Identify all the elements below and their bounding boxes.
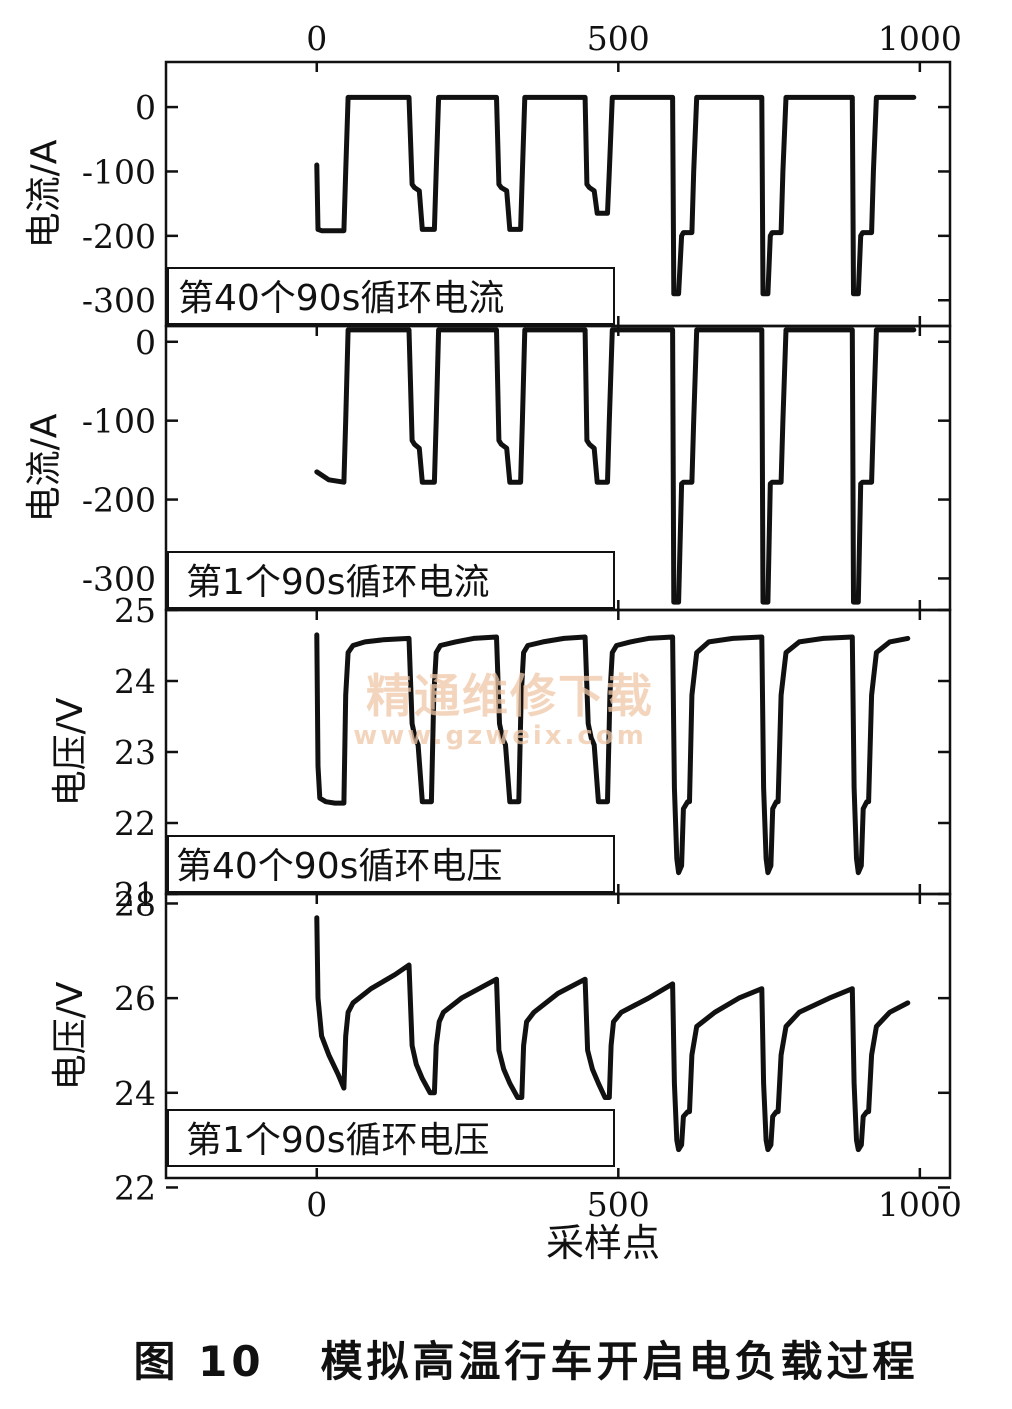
figure-caption: 图 10 模拟高温行车开启电负载过程: [134, 1337, 919, 1386]
panel-4-frame: [164, 892, 952, 1180]
panel-2-ytick-label--300: -300: [82, 559, 156, 598]
panel-1-annotation: 第40个90s循环电流: [178, 278, 504, 319]
panel-4: 28 26 24 22 0 500 1000 第1个90s循环电压 电压/V: [50, 884, 962, 1224]
panel-2-ylabel: 电流/A: [24, 413, 65, 522]
panel-4-xtick-label-0: 0: [306, 1185, 327, 1224]
panel-3-ytick-label-22: 22: [114, 804, 156, 843]
panel-1-series-line-0: [314, 94, 917, 297]
panel-4-xtick-label-1000: 1000: [878, 1185, 962, 1224]
panel-1-xtick-label-500: 500: [587, 19, 650, 58]
panel-2-annotation: 第1个90s循环电流: [186, 562, 489, 603]
panel-3: 25 24 23 22 21 第40个90s循环电压 电压/V: [50, 591, 952, 914]
panel-3-annotation: 第40个90s循环电压: [176, 846, 502, 887]
panel-4-ylabel: 电压/V: [50, 981, 91, 1090]
panel-2-ytick-label--200: -200: [82, 481, 156, 520]
panel-2-annotation-box: [167, 551, 615, 609]
panel-1-xtick-label-0: 0: [306, 19, 327, 58]
panel-4-ytick-label-24: 24: [114, 1074, 156, 1113]
panel-4-series-line-0: [314, 915, 911, 1153]
panel-3-ytick-label-23: 23: [114, 733, 156, 772]
panel-1-ytick-label-0: 0: [135, 88, 156, 127]
panel-1-ytick-label--100: -100: [82, 152, 156, 191]
panel-2-ytick-label--100: -100: [82, 402, 156, 441]
panel-3-series-line-0: [314, 632, 911, 876]
x-axis-label: 采样点: [546, 1221, 660, 1265]
panel-2-series-line-0: [314, 327, 917, 605]
panel-2: 0 -100 -200 -300 第1个90s循环电流 电流/A: [24, 323, 952, 612]
panel-1-ytick-label--300: -300: [82, 281, 156, 320]
panel-3-annotation-box: [167, 835, 615, 893]
panel-1-ytick-label--200: -200: [82, 217, 156, 256]
panel-4-ytick-label-28: 28: [114, 884, 156, 923]
panel-4-xtick-label-500: 500: [587, 1185, 650, 1224]
panel-3-ylabel: 电压/V: [50, 697, 91, 806]
panel-2-ytick-label-0: 0: [135, 323, 156, 362]
panel-1: 0 -100 -200 -300 0 500 1000 第40个90s循环电流 电流/A: [24, 19, 962, 328]
panel-1-ylabel: 电流/A: [24, 139, 65, 248]
watermark-url: www.gzweix.com: [353, 721, 647, 751]
panel-1-xtick-label-1000: 1000: [878, 19, 962, 58]
panel-3-ytick-label-21: 21: [114, 875, 156, 914]
panel-4-ytick-label-26: 26: [114, 979, 156, 1018]
panel-3-ytick-label-25: 25: [114, 591, 156, 630]
panel-4-annotation: 第1个90s循环电压: [186, 1120, 489, 1161]
panel-3-ytick-label-24: 24: [114, 662, 156, 701]
panel-1-annotation-box: [167, 267, 615, 325]
panel-4-ytick-label-22: 22: [114, 1168, 156, 1207]
panel-4-annotation-box: [167, 1109, 615, 1167]
watermark-text: 精通维修下载: [366, 669, 654, 723]
